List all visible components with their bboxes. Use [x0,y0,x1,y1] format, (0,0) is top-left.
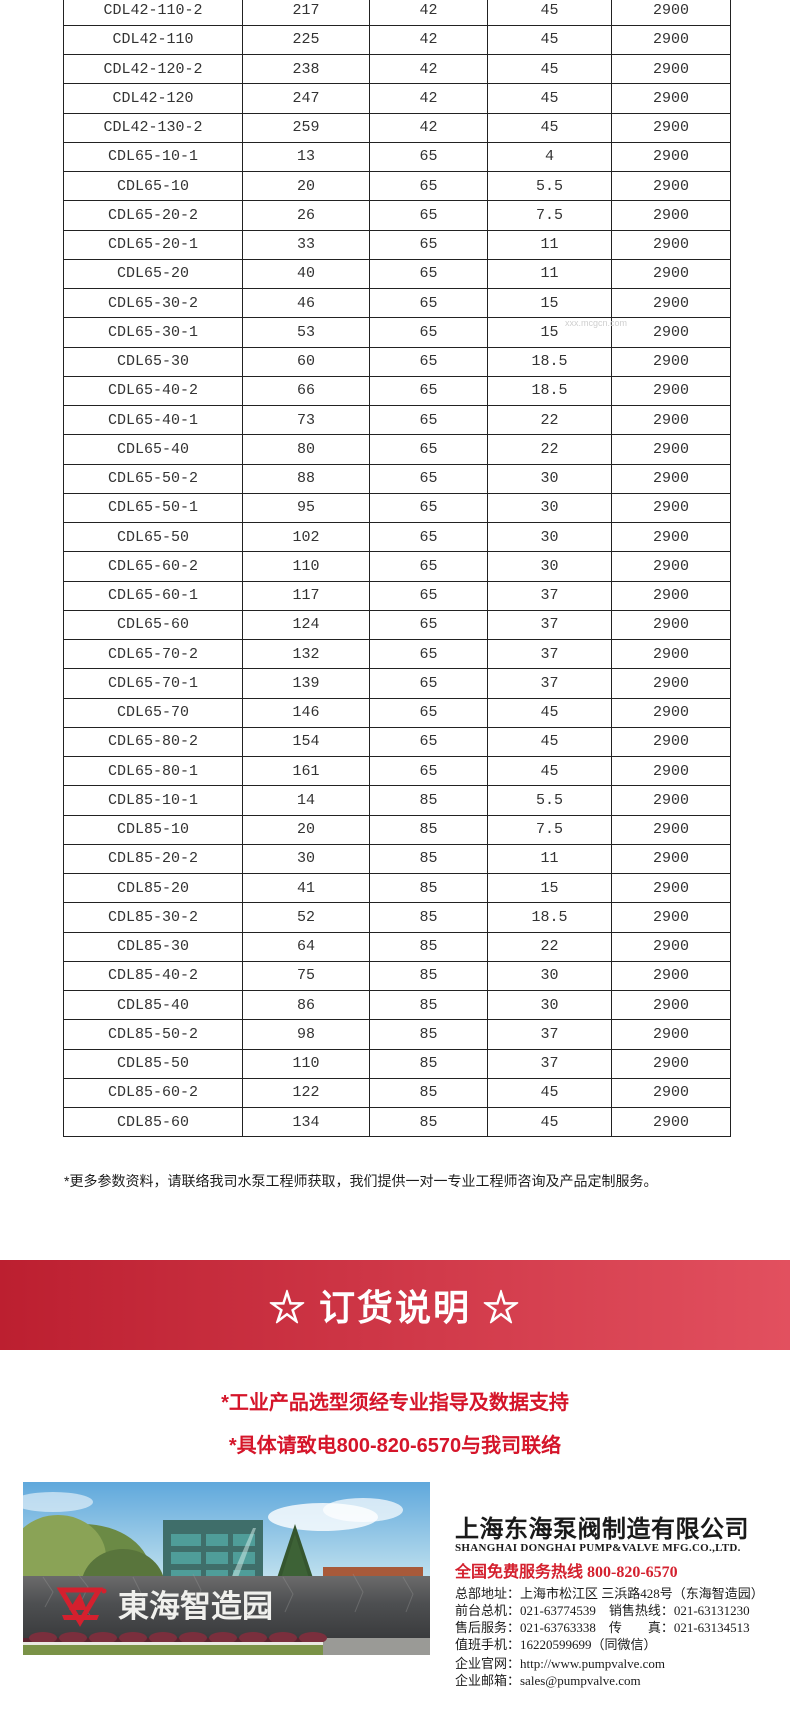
svg-text:東海智造园: 東海智造园 [118,1589,273,1624]
